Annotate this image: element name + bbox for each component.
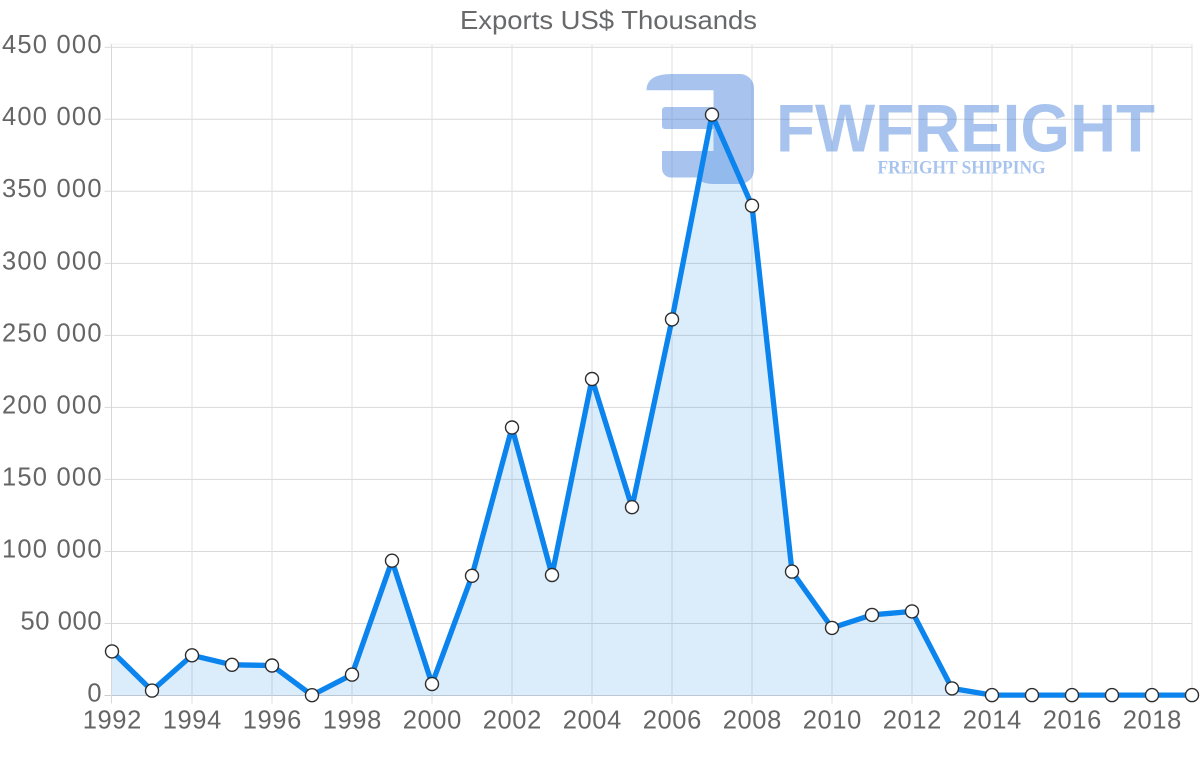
svg-text:1994: 1994 xyxy=(163,707,222,735)
svg-text:1992: 1992 xyxy=(83,707,142,735)
svg-text:0: 0 xyxy=(87,679,101,707)
svg-text:300 000: 300 000 xyxy=(2,247,102,275)
svg-text:150 000: 150 000 xyxy=(2,463,102,491)
svg-text:2016: 2016 xyxy=(1043,707,1102,735)
svg-text:Exports US$ Thousands: Exports US$ Thousands xyxy=(460,5,757,35)
svg-text:400 000: 400 000 xyxy=(2,103,102,131)
svg-text:2014: 2014 xyxy=(963,707,1022,735)
svg-text:350 000: 350 000 xyxy=(2,175,102,203)
svg-text:450 000: 450 000 xyxy=(2,31,102,59)
svg-text:2008: 2008 xyxy=(723,707,782,735)
svg-text:2000: 2000 xyxy=(403,707,462,735)
svg-text:FREIGHT SHIPPING: FREIGHT SHIPPING xyxy=(878,158,1046,179)
svg-text:2012: 2012 xyxy=(883,707,942,735)
svg-text:FWFREIGHT: FWFREIGHT xyxy=(776,91,1155,167)
svg-text:2010: 2010 xyxy=(803,707,862,735)
svg-text:1996: 1996 xyxy=(243,707,302,735)
svg-text:2004: 2004 xyxy=(563,707,622,735)
svg-text:1998: 1998 xyxy=(323,707,382,735)
svg-text:50 000: 50 000 xyxy=(21,607,102,635)
svg-text:2006: 2006 xyxy=(643,707,702,735)
svg-text:2002: 2002 xyxy=(483,707,542,735)
svg-text:250 000: 250 000 xyxy=(2,319,102,347)
svg-text:2018: 2018 xyxy=(1123,707,1182,735)
svg-text:100 000: 100 000 xyxy=(2,535,102,563)
svg-text:200 000: 200 000 xyxy=(2,391,102,419)
